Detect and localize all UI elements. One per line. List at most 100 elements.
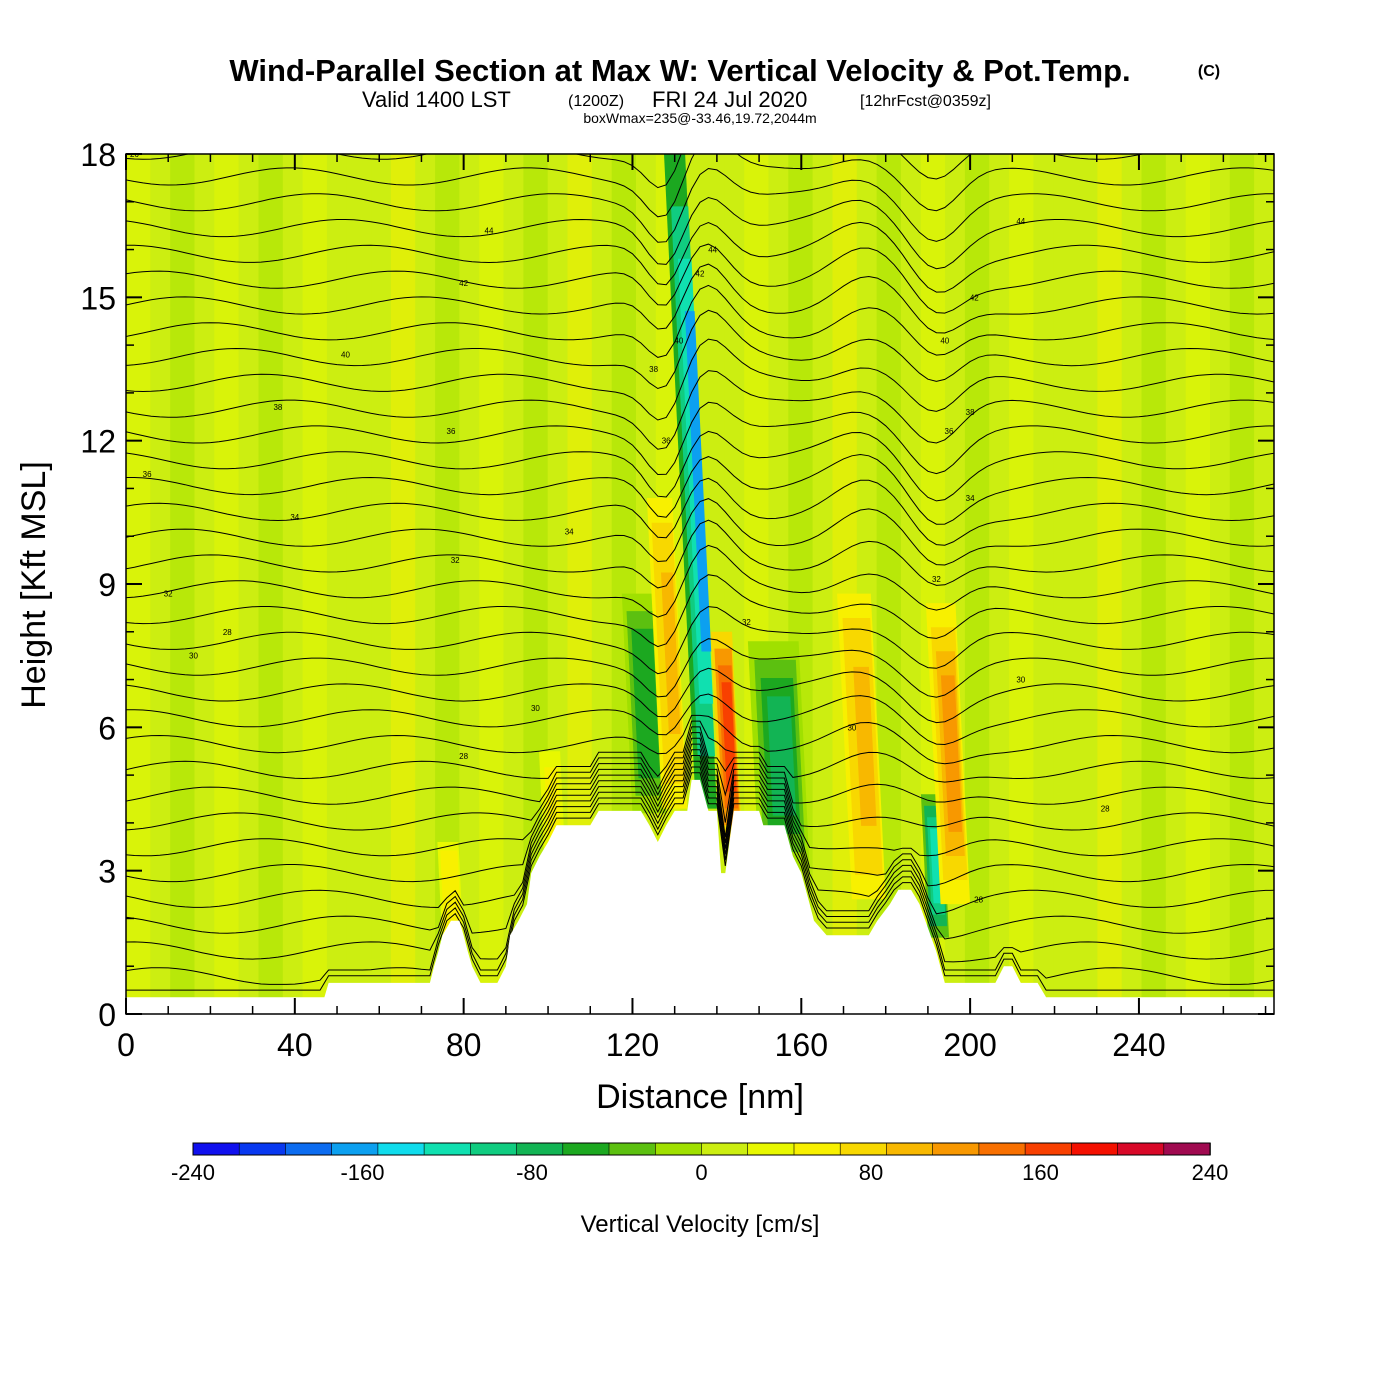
theta-contour-label: 36	[143, 470, 152, 479]
field-stripe	[1185, 154, 1210, 1014]
x-tick-label: 160	[775, 1027, 828, 1063]
terrain	[126, 779, 1274, 1014]
theta-contour-label: 32	[451, 556, 460, 565]
valid-line: Valid 1400 LST (1200Z) FRI 24 Jul 2020 […	[362, 87, 991, 112]
theta-contour	[126, 714, 1274, 765]
theta-contour	[126, 732, 1274, 831]
field-stripe	[390, 154, 416, 1014]
theta-contour	[126, 749, 1274, 915]
colorbar-swatch	[470, 1142, 518, 1156]
y-tick-label: 3	[98, 854, 116, 890]
colorbar-tick-label: -240	[171, 1160, 215, 1185]
theta-contour	[126, 284, 1274, 358]
theta-contour-label: 30	[531, 704, 540, 713]
theta-contour-label: 44	[1016, 217, 1025, 226]
theta-contour	[126, 196, 1274, 270]
colorbar-swatch	[1024, 1142, 1073, 1156]
updraft-band	[661, 572, 681, 734]
x-tick-label: 80	[446, 1027, 482, 1063]
theta-contour-label: 40	[674, 336, 683, 345]
colorbar-swatch	[701, 1142, 749, 1156]
downdraft-band	[684, 311, 712, 652]
theta-contour-label: 42	[970, 293, 979, 302]
theta-contour	[126, 544, 1274, 618]
theta-contour-label: 32	[932, 575, 941, 584]
colorbar-swatch	[886, 1142, 934, 1156]
theta-contour-label: 38	[966, 408, 975, 417]
colorbar-swatch	[1071, 1142, 1119, 1156]
theta-contour	[126, 453, 1274, 525]
theta-contour-label: 32	[742, 618, 751, 627]
field-stripe	[346, 154, 372, 1014]
theta-contour-label: 38	[273, 403, 282, 412]
colorbar-swatch	[238, 1142, 287, 1156]
theta-contours	[126, 154, 1274, 991]
theta-contour	[126, 766, 1274, 985]
y-tick-label: 9	[98, 567, 116, 603]
theta-contour	[126, 574, 1274, 648]
theta-contour	[126, 309, 1274, 390]
updraft-band	[853, 666, 877, 826]
theta-contour-label: 26	[130, 150, 139, 159]
y-tick-label: 15	[80, 280, 116, 316]
field-stripe	[1141, 154, 1166, 1014]
theta-contour	[126, 726, 1274, 805]
theta-contour	[126, 370, 1274, 450]
y-axis-label: Height [Kft MSL]	[15, 461, 53, 709]
field-stripe	[479, 154, 504, 1014]
theta-contour	[126, 154, 1146, 189]
theta-contour	[126, 263, 1274, 334]
colorbar-ticks: -240 -160 -80 0 80 160 240	[171, 1160, 1228, 1185]
downdraft-band	[636, 646, 658, 761]
theta-contour	[126, 221, 1274, 293]
colorbar	[192, 1142, 1211, 1156]
colorbar-swatch	[747, 1142, 795, 1156]
x-tick-label: 240	[1112, 1027, 1165, 1063]
field-stripe	[170, 154, 195, 1014]
theta-contour-label: 38	[649, 365, 658, 374]
theta-contour-label: 36	[662, 437, 671, 446]
plot-area: 26 28 28 28 28 30 30 30 30 32 32 32 32 34 34 34 36 36 36 36…	[126, 150, 1274, 1014]
theta-contour	[126, 498, 1274, 566]
colorbar-swatch	[839, 1142, 888, 1156]
theta-contour	[126, 737, 1274, 857]
colorbar-swatch	[192, 1142, 241, 1156]
colorbar-tick-label: -160	[340, 1160, 384, 1185]
theta-contour	[126, 154, 1274, 218]
theta-contour	[126, 772, 1274, 991]
theta-contour-label: 44	[708, 246, 717, 255]
colorbar-swatch	[1117, 1142, 1165, 1156]
theta-contour	[126, 430, 1274, 502]
theta-contour-label: 32	[164, 590, 173, 599]
theta-contour	[126, 606, 1274, 675]
theta-contour	[126, 638, 1274, 698]
colorbar-swatch	[932, 1142, 980, 1156]
theta-contour-label: 34	[966, 494, 975, 503]
theta-contour-label: 44	[485, 226, 494, 235]
field-stripe	[1229, 154, 1255, 1014]
colorbar-swatch	[654, 1142, 703, 1156]
theta-contour	[126, 519, 1274, 589]
theta-contour-label: 34	[290, 513, 299, 522]
theta-contour	[126, 667, 1274, 724]
field-stripe	[1053, 154, 1078, 1014]
field-stripe	[1009, 154, 1034, 1014]
theta-contour	[126, 720, 1274, 783]
colorbar-tick-label: 80	[859, 1160, 883, 1185]
colorbar-swatch	[562, 1142, 610, 1156]
colorbar-swatch	[978, 1142, 1026, 1156]
theta-contour-label: 40	[940, 336, 949, 345]
y-tick-label: 6	[98, 710, 116, 746]
forecast-info: [12hrFcst@0359z]	[860, 93, 991, 110]
chart-title: Wind-Parallel Section at Max W: Vertical…	[229, 53, 1130, 88]
colorbar-tick-label: 160	[1022, 1160, 1059, 1185]
colorbar-title: Vertical Velocity [cm/s]	[581, 1211, 820, 1238]
theta-contour-label: 30	[1016, 676, 1025, 685]
valid-utc: (1200Z)	[568, 93, 624, 110]
updraft-band	[940, 675, 963, 832]
colorbar-swatch	[608, 1142, 657, 1156]
theta-contour-label: 28	[459, 752, 468, 761]
theta-contour	[126, 401, 1274, 476]
theta-contour	[126, 477, 1274, 546]
